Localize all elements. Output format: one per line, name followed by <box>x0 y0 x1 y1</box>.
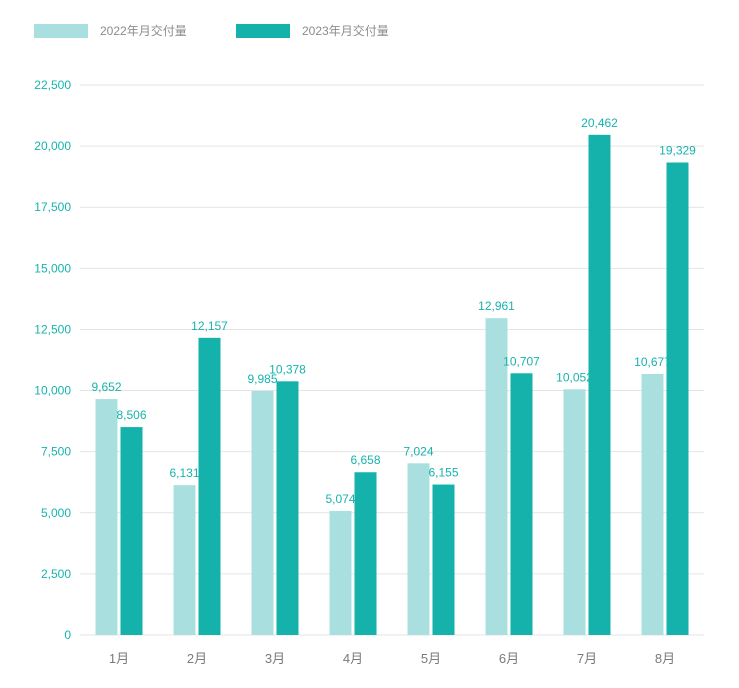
bar-2022-4 <box>329 510 352 635</box>
bar-2022-7 <box>563 389 586 635</box>
y-tick-label: 10,000 <box>34 384 71 398</box>
bar-2023-8 <box>666 162 689 635</box>
data-label: 6,658 <box>350 453 380 467</box>
x-axis: 1月 2月 3月 4月 5月 6月 7月 8月 <box>109 651 675 666</box>
y-tick-label: 15,000 <box>34 261 71 275</box>
legend-swatch-2022 <box>34 24 88 38</box>
x-tick-label: 4月 <box>343 651 363 666</box>
y-tick-label: 5,000 <box>41 506 71 520</box>
bar-2022-3 <box>251 390 274 635</box>
data-label: 6,131 <box>169 466 199 480</box>
bar-2023-2 <box>198 337 221 635</box>
x-tick-label: 8月 <box>655 651 675 666</box>
x-tick-label: 7月 <box>577 651 597 666</box>
data-label: 5,074 <box>325 492 355 506</box>
data-label: 6,155 <box>428 466 458 480</box>
data-label: 10,378 <box>269 362 306 376</box>
data-label: 9,985 <box>247 372 277 386</box>
data-label: 9,652 <box>91 380 121 394</box>
bar-2022-8 <box>641 374 664 635</box>
data-label: 10,052 <box>556 370 593 384</box>
x-tick-label: 5月 <box>421 651 441 666</box>
bar-2023-6 <box>510 373 533 635</box>
y-tick-label: 22,500 <box>34 78 71 92</box>
bar-2022-5 <box>407 463 430 635</box>
bar-2022-6 <box>485 318 508 635</box>
x-tick-label: 3月 <box>265 651 285 666</box>
y-tick-label: 20,000 <box>34 139 71 153</box>
data-label: 19,329 <box>659 144 696 158</box>
legend-label-2023: 2023年月交付量 <box>302 23 389 38</box>
data-label: 12,157 <box>191 319 228 333</box>
bar-2022-2 <box>173 485 196 635</box>
bar-2023-5 <box>432 484 455 635</box>
y-axis: 0 2,500 5,000 7,500 10,000 12,500 15,000 17,500… <box>34 78 71 642</box>
data-label: 10,677 <box>634 355 671 369</box>
data-label: 7,024 <box>403 444 433 458</box>
y-tick-label: 2,500 <box>41 567 71 581</box>
x-tick-label: 2月 <box>187 651 207 666</box>
legend-label-2022: 2022年月交付量 <box>100 23 187 38</box>
bar-2023-7 <box>588 134 611 635</box>
bars <box>95 134 689 635</box>
bar-2023-1 <box>120 427 143 635</box>
bar-2023-4 <box>354 472 377 635</box>
x-tick-label: 1月 <box>109 651 129 666</box>
data-label: 12,961 <box>478 299 515 313</box>
y-tick-label: 0 <box>64 628 71 642</box>
y-tick-label: 17,500 <box>34 200 71 214</box>
legend: 2022年月交付量 2023年月交付量 <box>34 23 389 38</box>
data-label: 20,462 <box>581 116 618 130</box>
y-tick-label: 7,500 <box>41 445 71 459</box>
data-label: 10,707 <box>503 354 540 368</box>
bar-2022-1 <box>95 399 118 635</box>
data-label: 8,506 <box>116 408 146 422</box>
bar-2023-3 <box>276 381 299 635</box>
legend-swatch-2023 <box>236 24 290 38</box>
y-tick-label: 12,500 <box>34 322 71 336</box>
x-tick-label: 6月 <box>499 651 519 666</box>
